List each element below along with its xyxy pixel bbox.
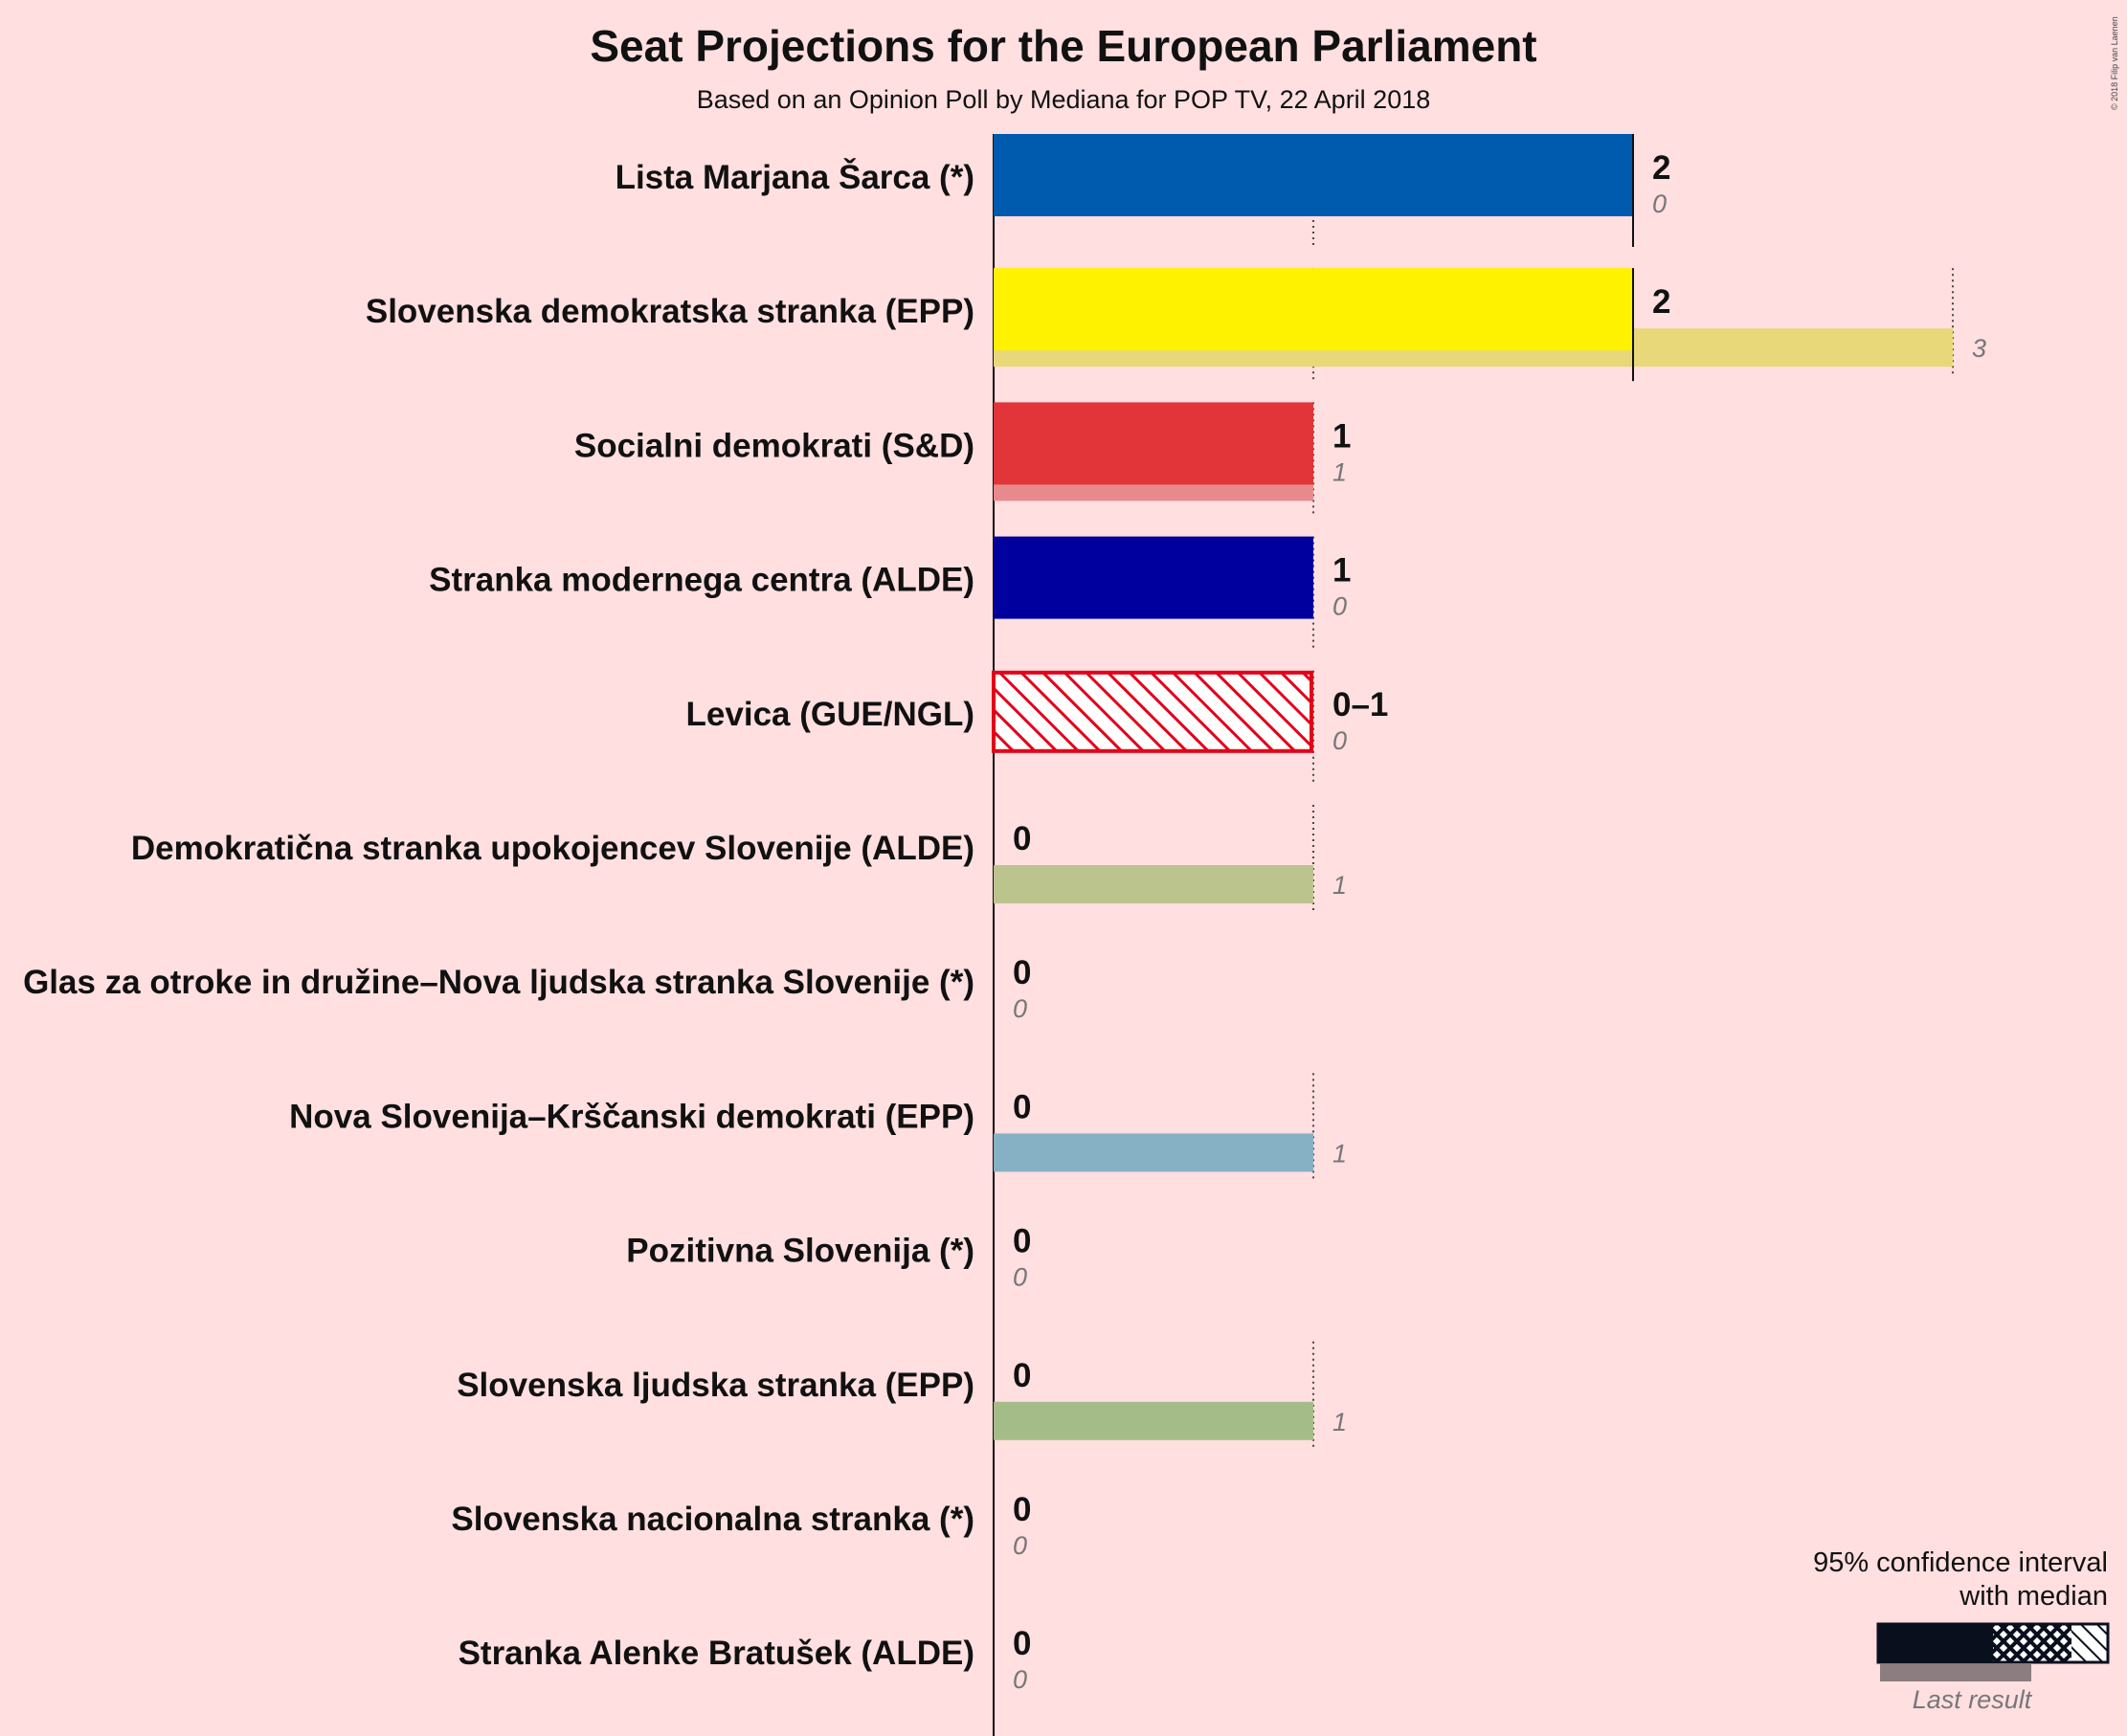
median-seat-label: 0–1 [1332,686,1388,723]
median-seat-label: 0 [1013,1491,1031,1528]
legend-ci-crosshatch-swatch [1993,1624,2071,1662]
median-seat-label: 0 [1013,1625,1031,1662]
last-result-bar [994,865,1313,903]
chart-subtitle: Based on an Opinion Poll by Mediana for … [697,85,1431,114]
party-row: Nova Slovenija–Krščanski demokrati (EPP)… [289,1073,1347,1180]
last-result-label: 0 [1332,592,1347,621]
median-seat-label: 2 [1652,283,1670,321]
party-label: Slovenska nacionalna stranka (*) [451,1501,974,1538]
party-label: Stranka Alenke Bratušek (ALDE) [459,1635,974,1672]
last-result-label: 0 [1013,994,1027,1023]
last-result-label: 0 [1652,189,1667,218]
party-row: Demokratična stranka upokojencev Sloveni… [131,805,1347,911]
party-row: Socialni demokrati (S&D) 11 [574,402,1351,516]
median-seat-label: 1 [1332,417,1351,455]
party-label: Nova Slovenija–Krščanski demokrati (EPP) [289,1098,974,1135]
copyright-note: © 2018 Filip van Laenen [2110,16,2119,110]
party-label: Demokratična stranka upokojencev Sloveni… [131,830,974,867]
legend-title-line1: 95% confidence interval [1813,1547,2108,1578]
legend-box-outline [1876,1622,2110,1664]
party-row: Slovenska ljudska stranka (EPP) 0 1 [457,1341,1347,1448]
legend: 95% confidence interval with median Last… [1813,1547,2110,1714]
last-result-bar [994,1401,1313,1440]
party-label: Lista Marjana Šarca (*) [616,158,974,196]
median-seat-label: 2 [1652,149,1670,187]
last-result-label: 1 [1332,457,1347,486]
median-seat-label: 0 [1013,820,1031,857]
party-label: Slovenska ljudska stranka (EPP) [457,1367,974,1404]
last-result-label: 0 [1013,1665,1027,1694]
party-label: Pozitivna Slovenija (*) [626,1233,974,1270]
party-row: Stranka modernega centra (ALDE) 10 [429,536,1351,650]
party-label: Levica (GUE/NGL) [686,696,974,733]
party-label: Stranka modernega centra (ALDE) [429,562,974,599]
last-result-label: 1 [1332,1139,1347,1168]
legend-title-line2: with median [1959,1581,2108,1612]
last-result-label: 1 [1332,1408,1347,1436]
party-row: Slovenska nacionalna stranka (*) 0 0 [451,1491,1031,1560]
last-result-label: 3 [1972,334,1986,363]
last-result-label: 0 [1013,1531,1027,1560]
last-result-bar [994,1133,1313,1172]
last-result-label: 0 [1013,1263,1027,1292]
median-seat-label: 0 [1013,954,1031,991]
party-label: Slovenska demokratska stranka (EPP) [366,293,974,330]
party-label: Glas za otroke in družine–Nova ljudska s… [23,964,974,1001]
legend-ci-hatch-swatch [2071,1624,2108,1662]
median-seat-label: 1 [1332,552,1351,590]
ci-bar [994,134,1633,216]
ci-bar [994,402,1313,485]
median-seat-label: 0 [1013,1357,1031,1394]
ci-bar [994,536,1313,619]
party-row: Lista Marjana Šarca (*) 20 [616,134,1670,247]
party-row: Levica (GUE/NGL) 0–1 0 [686,670,1388,784]
legend-last-result-label: Last result [1913,1685,2033,1714]
party-row: Glas za otroke in družine–Nova ljudska s… [23,954,1031,1023]
legend-last-result-swatch [1880,1664,2031,1681]
ci-bar [992,670,1313,753]
party-label: Socialni demokrati (S&D) [574,427,974,464]
party-row: Slovenska demokratska stranka (EPP) 2 3 [366,268,1986,382]
party-row: Stranka Alenke Bratušek (ALDE) 0 0 [459,1625,1032,1694]
legend-median-swatch [1878,1624,1993,1662]
last-result-label: 0 [1332,726,1347,755]
party-row: Pozitivna Slovenija (*) 0 0 [626,1223,1031,1292]
median-seat-label: 0 [1013,1088,1031,1125]
last-result-label: 1 [1332,871,1347,900]
chart-title: Seat Projections for the European Parlia… [590,21,1536,71]
median-seat-label: 0 [1013,1223,1031,1260]
ci-bar [994,268,1633,351]
